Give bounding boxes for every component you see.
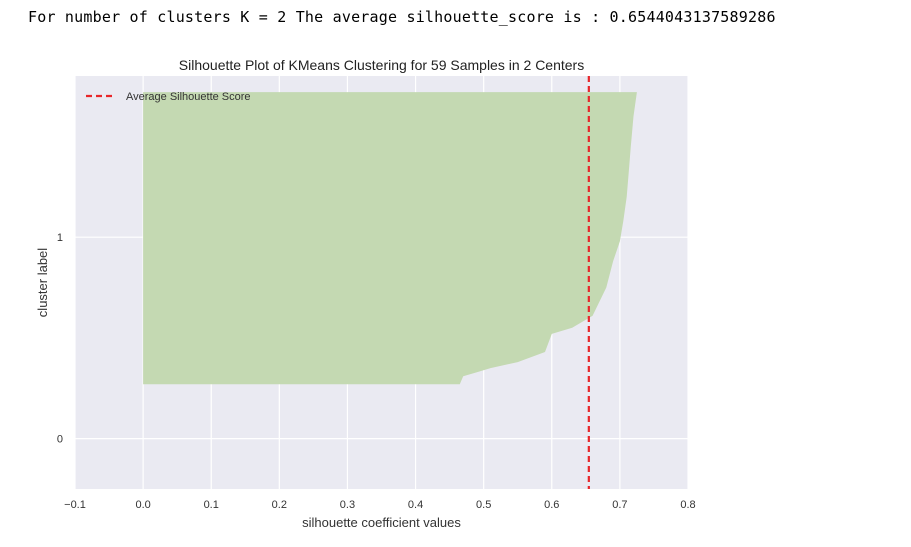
legend: Average Silhouette Score [86, 91, 251, 103]
x-tick-label: 0.1 [204, 499, 219, 511]
x-tick-label: 0.2 [272, 499, 287, 511]
y-tick-label: 0 [57, 434, 63, 446]
y-tick-label: 1 [57, 232, 63, 244]
y-tick-labels: 01 [57, 232, 63, 445]
x-tick-label: 0.6 [544, 499, 559, 511]
output-text: For number of clusters K = 2 The average… [28, 8, 776, 26]
y-axis-label: cluster label [35, 248, 50, 317]
x-tick-label: 0.7 [612, 499, 627, 511]
chart-title: Silhouette Plot of KMeans Clustering for… [179, 57, 584, 73]
x-tick-label: 0.8 [680, 499, 695, 511]
legend-label: Average Silhouette Score [126, 91, 251, 103]
x-tick-label: −0.1 [64, 499, 86, 511]
cluster-1-silhouette-area [143, 92, 637, 385]
x-tick-label: 0.4 [408, 499, 423, 511]
x-tick-label: 0.0 [135, 499, 150, 511]
x-tick-label: 0.5 [476, 499, 491, 511]
x-tick-labels: −0.1 0.0 0.1 0.2 0.3 0.4 0.5 0.6 0.7 0.8 [64, 499, 696, 511]
x-tick-label: 0.3 [340, 499, 355, 511]
x-axis-label: silhouette coefficient values [302, 515, 461, 530]
